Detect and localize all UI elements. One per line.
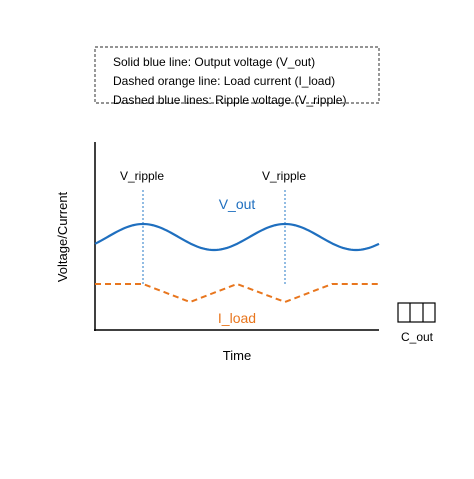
capacitor-body	[397, 302, 436, 323]
vout-curve	[94, 222, 380, 252]
iload-label: I_load	[218, 310, 256, 326]
y-axis-label: Voltage/Current	[55, 191, 70, 282]
capacitor-label: C_out	[401, 330, 434, 344]
axes: Voltage/Current Time	[55, 142, 379, 363]
ripple-label-right: V_ripple	[262, 169, 306, 183]
ripple-label-left: V_ripple	[120, 169, 164, 183]
legend-border	[94, 46, 380, 104]
ripple-markers: V_ripple V_ripple	[120, 169, 306, 284]
legend-line-iload: Dashed orange line: Load current (I_load…	[113, 74, 335, 88]
x-axis-label: Time	[223, 348, 251, 363]
legend-line-ripple: Dashed blue lines: Ripple voltage (V_rip…	[113, 93, 346, 107]
legend-line-vout: Solid blue line: Output voltage (V_out)	[113, 55, 315, 69]
capacitor-symbol: C_out	[397, 302, 436, 344]
vout-label: V_out	[219, 196, 256, 212]
iload-curve	[95, 282, 379, 304]
legend-box: Solid blue line: Output voltage (V_out) …	[94, 46, 380, 107]
